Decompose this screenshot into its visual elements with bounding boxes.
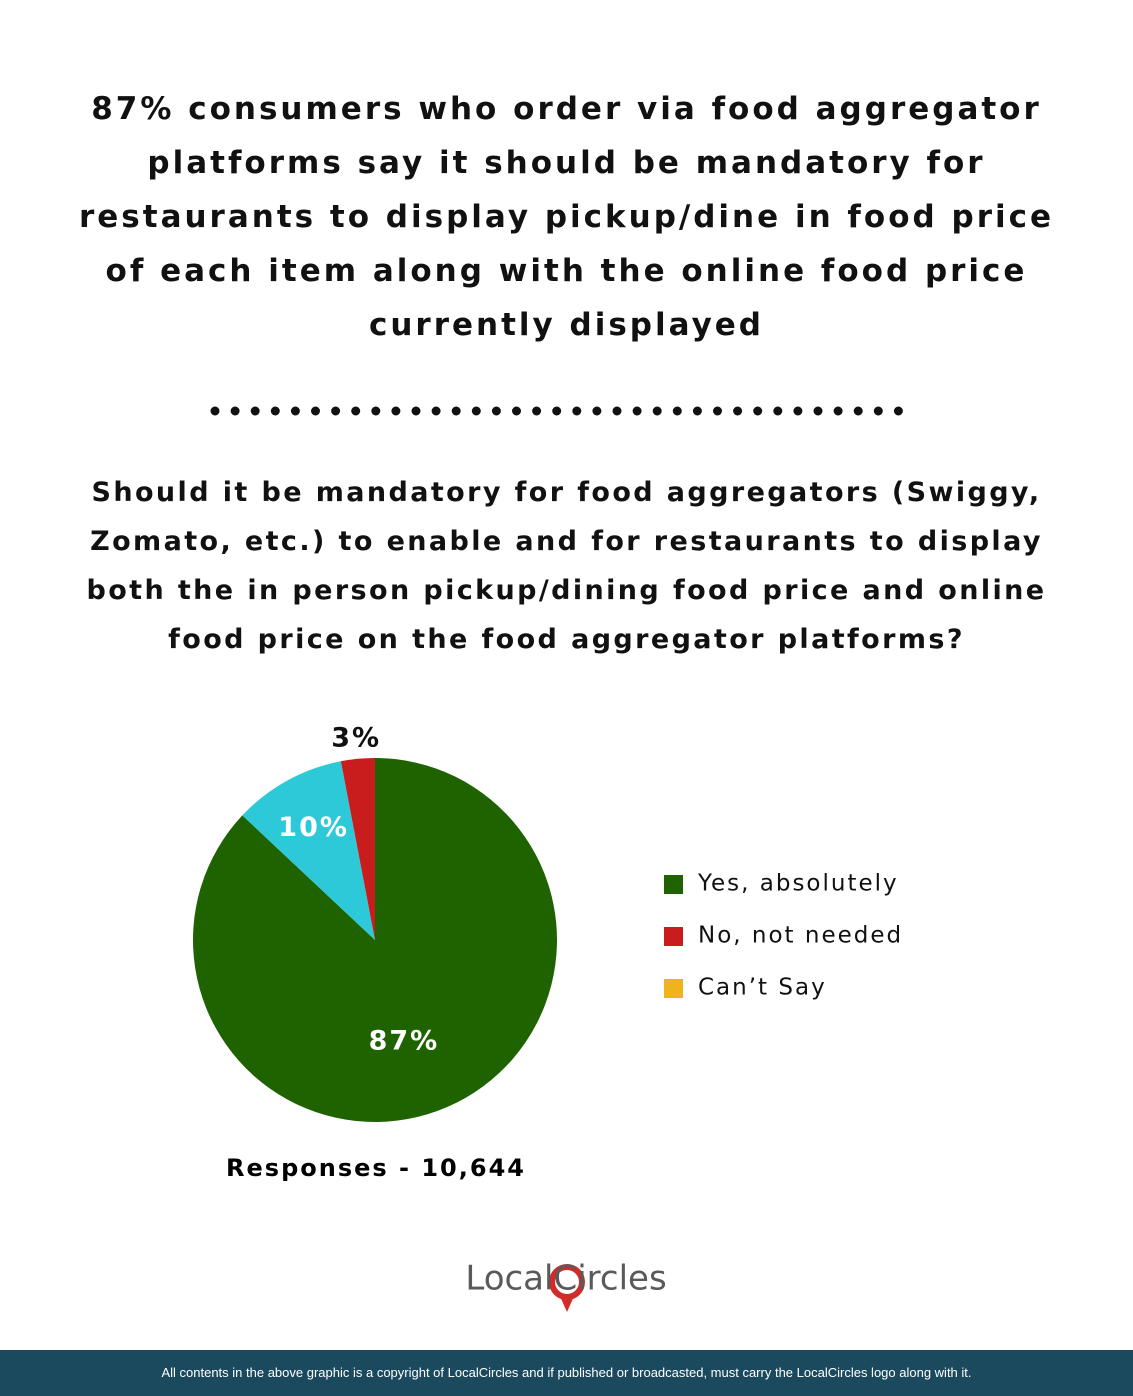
legend-label: Yes, absolutely [697, 871, 899, 897]
value-label: 87% [369, 1025, 440, 1056]
responses-note: Responses - 10,644 [226, 1154, 526, 1182]
value-label: 10% [278, 812, 349, 843]
logo: LocalCircles [465, 1259, 666, 1299]
footer: All contents in the above graphic is a c… [0, 1350, 1133, 1396]
legend-swatch [664, 927, 683, 946]
legend-label: No, not needed [698, 923, 903, 949]
pie-slice [340, 758, 375, 940]
legend-swatch [664, 875, 683, 894]
legend-label: Can’t Say [698, 975, 827, 1001]
value-label: 3% [331, 722, 381, 753]
legend-swatch [664, 979, 683, 998]
pie-slice [242, 761, 375, 940]
pie-slice [192, 758, 557, 1122]
logo-pin-tip [559, 1294, 575, 1312]
question: Should it be mandatory for food aggregat… [86, 477, 1047, 655]
headline: 87% consumers who order via food aggrega… [78, 91, 1055, 343]
